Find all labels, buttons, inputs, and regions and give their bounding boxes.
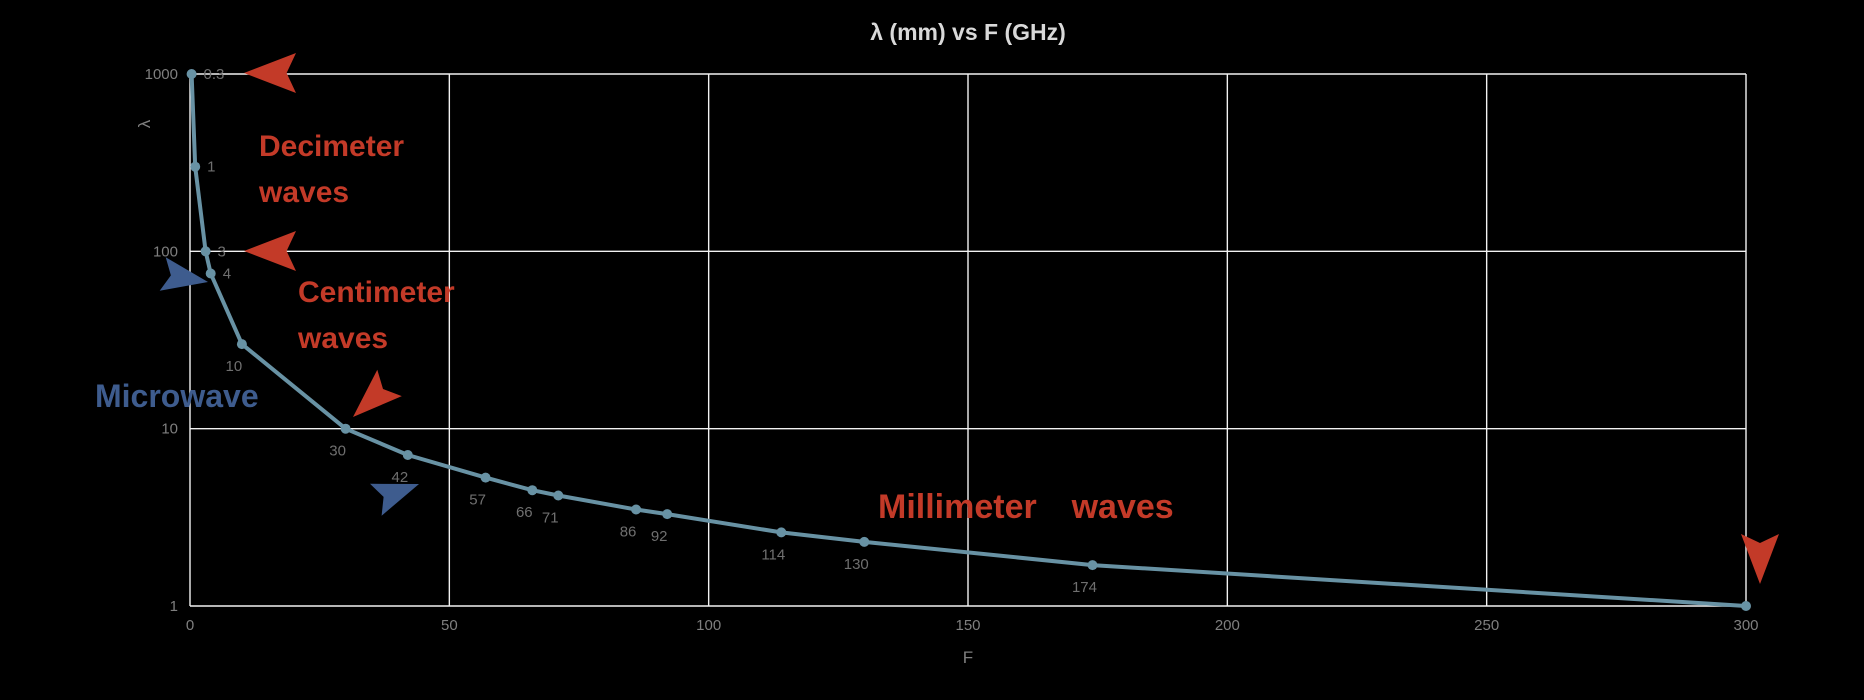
tick-labels-layer: 0 50 100 150 200 250 300 1 10 100 1000 (145, 66, 1759, 634)
x-tick-label: 300 (1733, 617, 1758, 634)
x-tick-label: 150 (955, 617, 980, 634)
data-point (1741, 601, 1751, 611)
microwave-arrow-lower-icon (370, 483, 419, 516)
point-label: 10 (226, 358, 243, 375)
microwave-label: Microwave (95, 378, 259, 414)
point-label: 114 (761, 546, 785, 563)
data-point (527, 485, 538, 496)
millimeter-waves-label: Millimeter waves (878, 488, 1174, 526)
decimeter-waves-label: waves (258, 176, 349, 209)
data-point (205, 268, 216, 279)
point-label: 130 (844, 556, 869, 573)
x-tick-label: 50 (441, 617, 458, 634)
data-point (200, 246, 211, 257)
millimeter-point-arrow-icon (1741, 534, 1779, 584)
x-tick-label: 250 (1474, 617, 1499, 634)
point-label: 30 (329, 443, 346, 460)
point-label: 1 (207, 159, 215, 176)
gridlines-layer (189, 73, 1747, 607)
centimeter-point-arrow-icon (353, 369, 402, 417)
y-axis-label: λ (135, 119, 154, 128)
y-tick-label: 1000 (145, 66, 178, 83)
point-label: 0.3 (204, 66, 225, 83)
y-tick-label: 1 (170, 598, 178, 615)
centimeter-waves-label: waves (297, 322, 388, 355)
y-tick-label: 10 (161, 421, 178, 438)
point-label: 4 (223, 265, 231, 282)
data-point (236, 339, 247, 350)
x-tick-label: 100 (696, 617, 721, 634)
x-tick-label: 200 (1215, 617, 1240, 634)
data-point (776, 527, 787, 538)
decimeter-arrow-icon (244, 53, 296, 93)
data-point (480, 472, 491, 483)
data-point (402, 450, 413, 460)
centimeter-waves-label: Centimeter (298, 276, 455, 309)
point-label: 66 (516, 504, 533, 521)
annotations-layer: Decimeter waves Centimeter waves Microwave Mi… (95, 53, 1779, 584)
point-label: 57 (469, 492, 486, 509)
chart-title: λ (mm) vs F (GHz) (870, 19, 1066, 45)
data-point (631, 504, 642, 515)
microwave-arrow-upper-icon (159, 257, 208, 291)
data-point (340, 423, 351, 434)
centimeter-arrow-icon (244, 231, 296, 271)
decimeter-waves-label: Decimeter (259, 130, 404, 163)
point-label: 71 (542, 509, 559, 526)
data-point (190, 161, 201, 172)
data-point (662, 509, 673, 520)
x-axis-label: F (963, 648, 973, 667)
data-point (186, 69, 197, 79)
series-line (189, 72, 1748, 608)
point-label: 174 (1072, 579, 1097, 596)
y-tick-label: 100 (153, 243, 178, 260)
data-point (859, 536, 870, 547)
data-point (553, 490, 564, 501)
point-label: 92 (651, 528, 668, 545)
point-label: 3 (218, 243, 226, 260)
point-label: 86 (620, 524, 637, 541)
point-label: 42 (391, 469, 408, 486)
data-point (1087, 560, 1098, 571)
series-layer: 0.3 1 3 4 10 30 42 57 66 71 86 92 114 130 174 (186, 66, 1751, 611)
x-tick-label: 0 (186, 617, 194, 634)
